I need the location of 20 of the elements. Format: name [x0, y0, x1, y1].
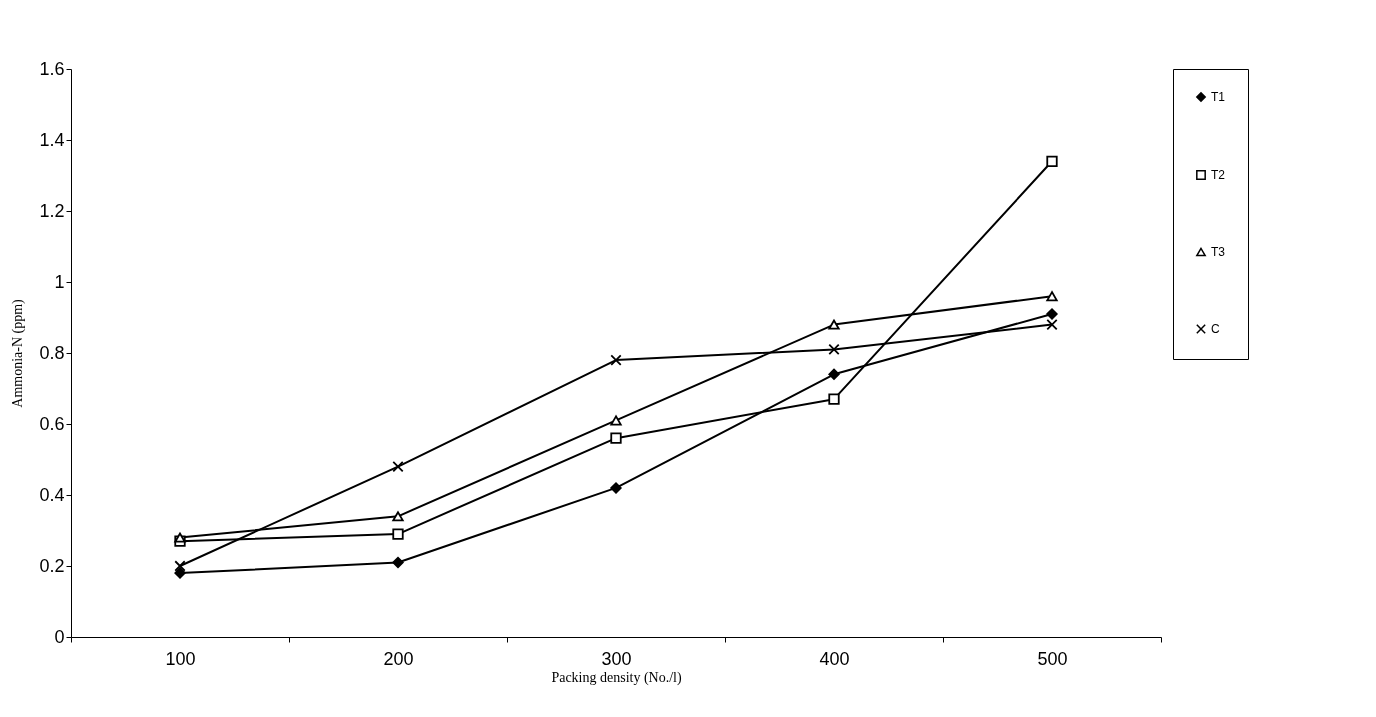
x-axis-title: Packing density (No./l)	[551, 669, 682, 686]
x-tick-label: 500	[1037, 648, 1068, 669]
y-tick-label: 1	[54, 271, 65, 292]
y-tick-label: 0.8	[39, 342, 65, 363]
legend-label: T2	[1211, 168, 1226, 182]
x-tick-label: 400	[819, 648, 850, 669]
y-tick-label: 1.4	[39, 129, 65, 150]
y-tick-label: 1.6	[39, 58, 65, 79]
x-tick-label: 300	[601, 648, 632, 669]
legend-label: T1	[1211, 90, 1226, 104]
y-tick-label: 0.2	[39, 555, 65, 576]
y-axis-title: Ammonia-N (ppm)	[10, 298, 27, 408]
legend-label: C	[1211, 322, 1220, 336]
x-tick-label: 200	[383, 648, 414, 669]
y-tick-label: 0.4	[39, 484, 65, 505]
y-tick-label: 1.2	[39, 200, 65, 221]
x-tick-label: 100	[165, 648, 196, 669]
y-tick-label: 0.6	[39, 413, 65, 434]
y-tick-label: 0	[54, 626, 65, 647]
legend-label: T3	[1211, 245, 1226, 259]
